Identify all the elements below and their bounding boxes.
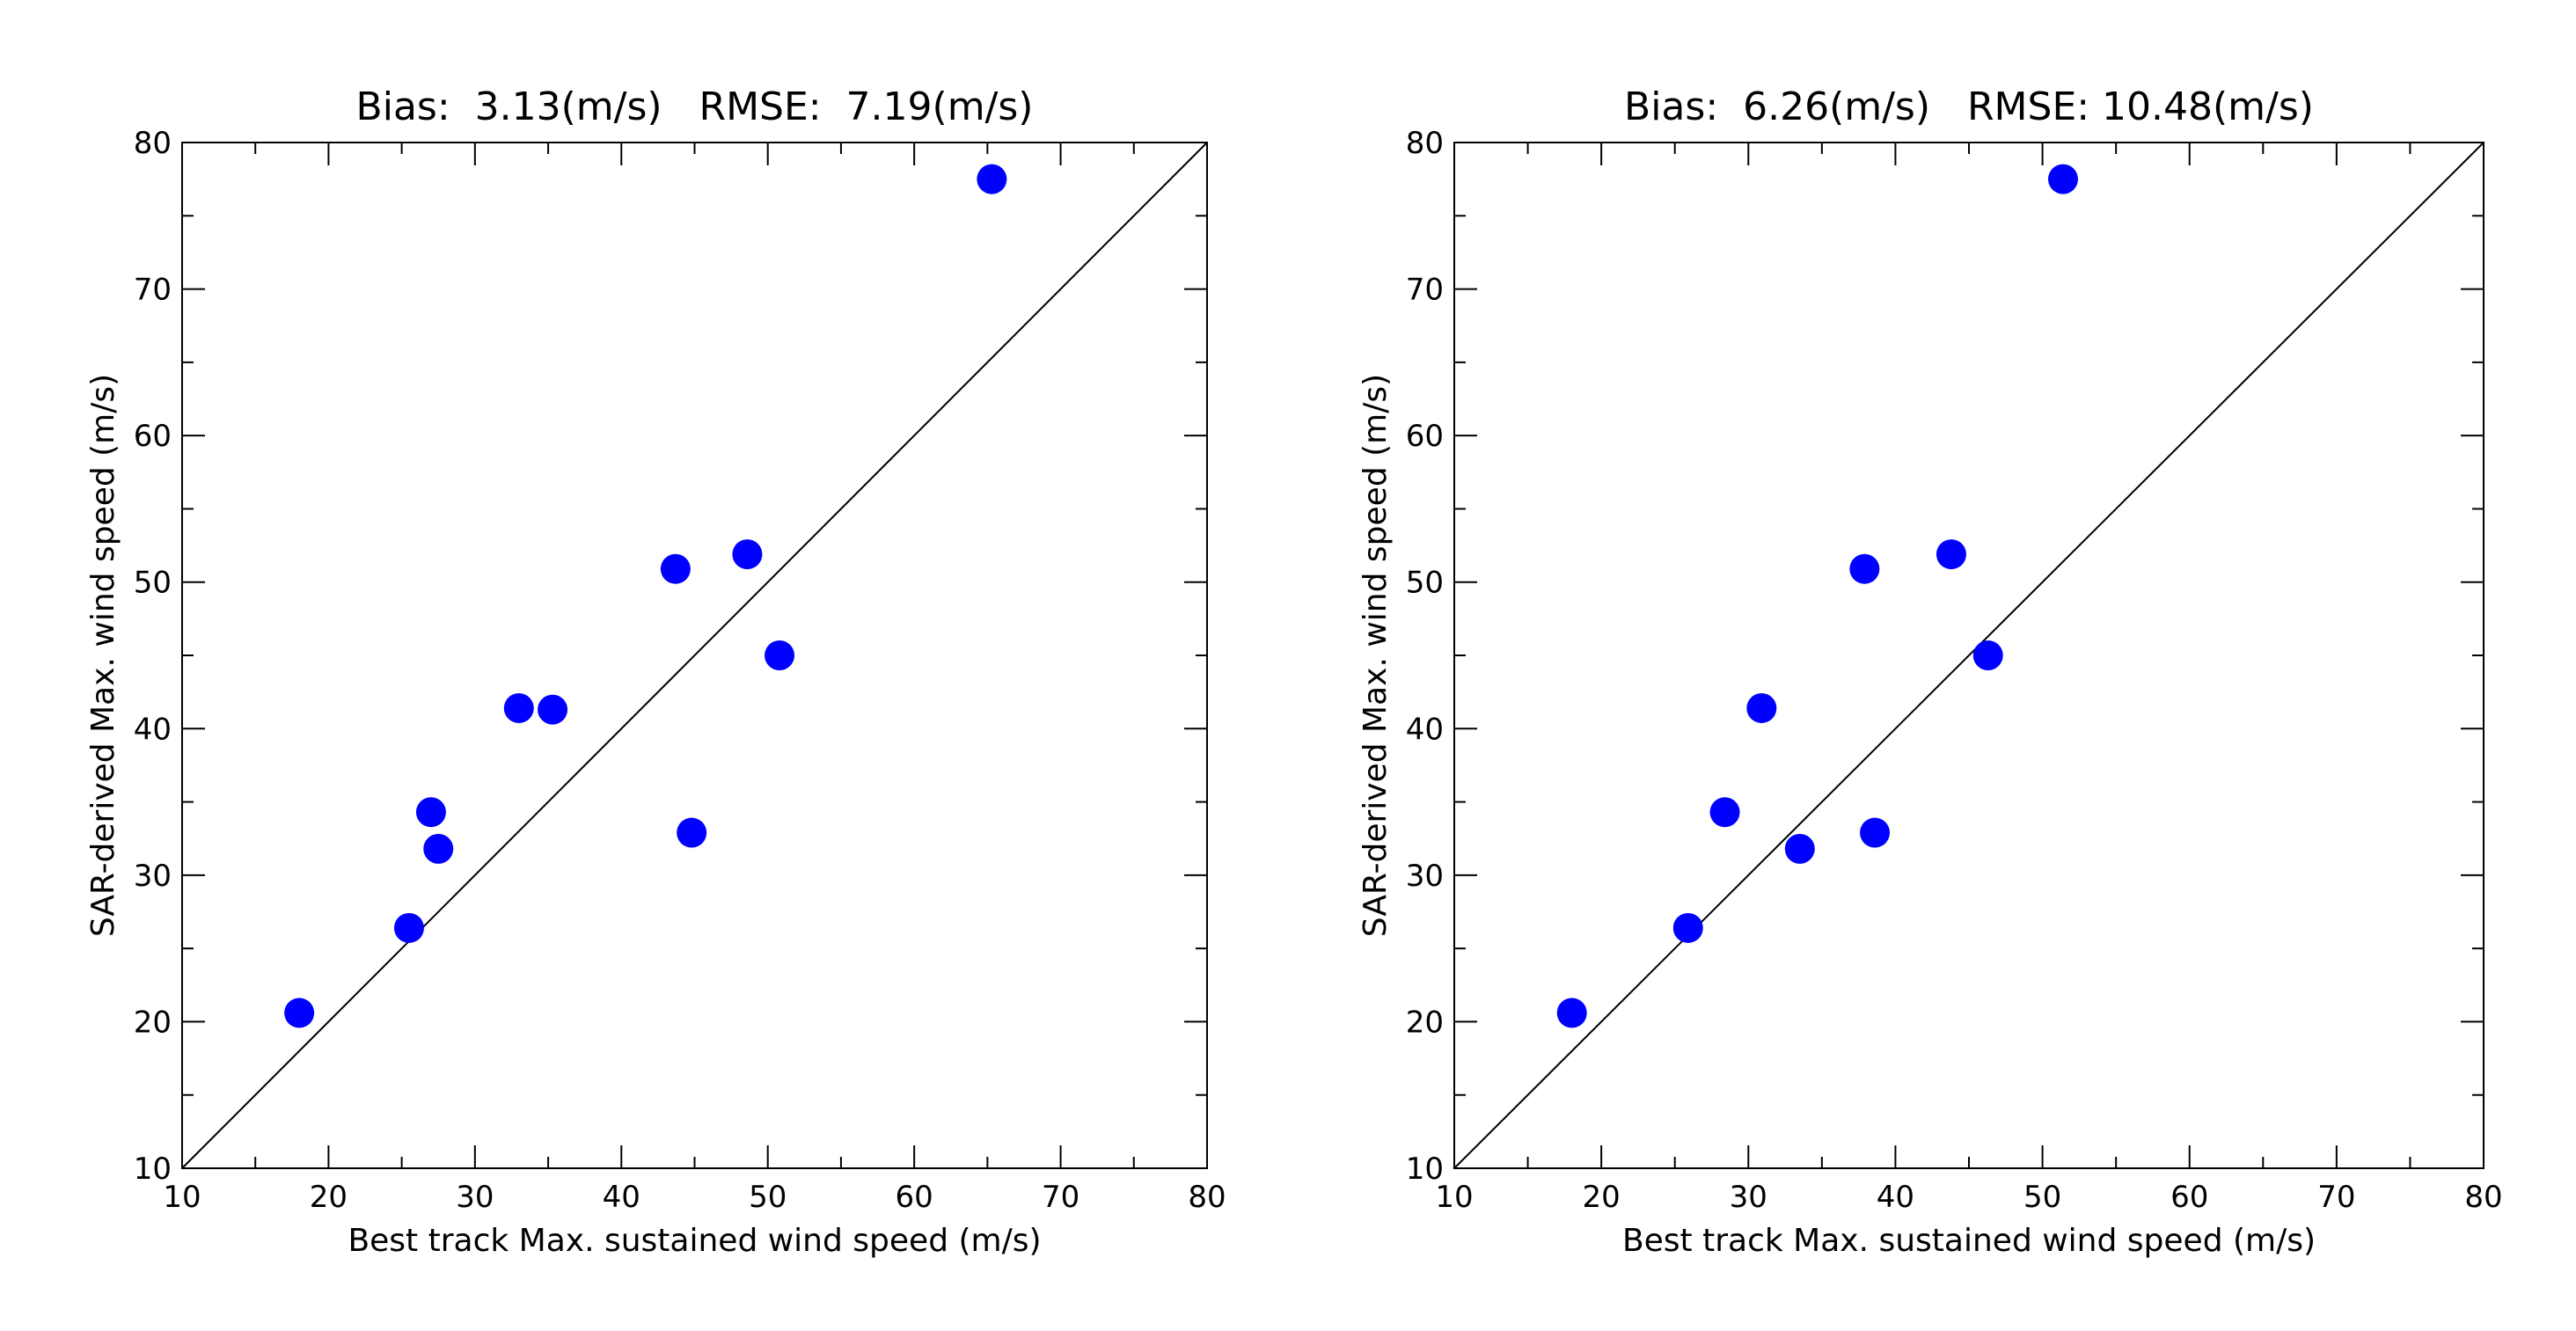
- x-tick-label: 60: [2170, 1180, 2208, 1215]
- data-point: [1672, 912, 1703, 943]
- data-point: [765, 640, 795, 670]
- x-tick-label: 70: [2317, 1180, 2355, 1215]
- y-axis-label: SAR-derived Max. wind speed (m/s): [85, 374, 121, 937]
- chart-title: Bias: 3.13(m/s) RMSE: 7.19(m/s): [356, 84, 1034, 129]
- data-point: [1860, 817, 1891, 848]
- y-tick-label: 70: [134, 273, 172, 308]
- x-tick-label: 40: [603, 1180, 640, 1215]
- chart-panel-2: 10 20 30 40 50 60 70 80 10 20 30 40 50 60 70 80 Bias: 6.…: [1358, 84, 2503, 1259]
- y-tick-label: 20: [1406, 1005, 1444, 1040]
- x-tick-label: 50: [2023, 1180, 2061, 1215]
- data-point: [1709, 797, 1740, 828]
- x-tick-label: 20: [1583, 1180, 1621, 1215]
- data-point: [2047, 164, 2078, 194]
- y-tick-label: 30: [1406, 859, 1444, 894]
- y-tick-label: 50: [1406, 566, 1444, 601]
- y-tick-label: 20: [134, 1005, 172, 1040]
- one-to-one-line: [1453, 142, 2485, 1169]
- data-point: [977, 164, 1007, 194]
- x-tick-label: 30: [1730, 1180, 1767, 1215]
- x-tick-label: 20: [310, 1180, 348, 1215]
- data-point: [538, 694, 568, 725]
- data-point: [423, 833, 454, 864]
- y-tick-label: 80: [1406, 126, 1444, 161]
- y-tick-label: 50: [134, 566, 172, 601]
- x-tick-label: 10: [1435, 1180, 1473, 1215]
- data-point: [660, 553, 691, 584]
- x-tick-label: 80: [2464, 1180, 2502, 1215]
- data-point: [677, 817, 707, 848]
- x-tick-label: 30: [456, 1180, 494, 1215]
- x-axis-label: Best track Max. sustained wind speed (m/…: [1622, 1223, 2316, 1259]
- x-tick-label: 70: [1042, 1180, 1079, 1215]
- x-tick-label: 40: [1877, 1180, 1914, 1215]
- x-tick-label: 50: [749, 1180, 787, 1215]
- data-point: [1972, 640, 2003, 670]
- y-tick-label: 60: [1406, 419, 1444, 454]
- y-tick-label: 70: [1406, 273, 1444, 308]
- data-point: [1849, 553, 1880, 584]
- data-point: [503, 692, 534, 723]
- y-tick-label: 10: [134, 1152, 172, 1187]
- data-point: [284, 998, 315, 1028]
- chart-panel-1: 10 20 30 40 50 60 70 80 10 20 30 40 50 60 70 80 Bias: 3.…: [85, 84, 1226, 1259]
- y-tick-label: 40: [1406, 712, 1444, 747]
- y-axis-label: SAR-derived Max. wind speed (m/s): [1358, 374, 1394, 937]
- x-tick-label: 60: [896, 1180, 933, 1215]
- data-point: [1784, 833, 1815, 864]
- x-tick-label: 10: [163, 1180, 201, 1215]
- data-point: [1746, 692, 1777, 723]
- x-axis-label: Best track Max. sustained wind speed (m/…: [348, 1223, 1041, 1259]
- y-tick-label: 60: [134, 419, 172, 454]
- data-point: [393, 912, 424, 943]
- y-tick-label: 40: [134, 712, 172, 747]
- y-tick-label: 30: [134, 859, 172, 894]
- data-point: [415, 797, 446, 828]
- data-point: [1556, 998, 1587, 1028]
- one-to-one-line: [181, 142, 1208, 1169]
- x-tick-label: 80: [1188, 1180, 1226, 1215]
- data-point: [1936, 539, 1966, 570]
- chart-title: Bias: 6.26(m/s) RMSE: 10.48(m/s): [1624, 84, 2314, 129]
- y-tick-label: 10: [1406, 1152, 1444, 1187]
- y-tick-label: 80: [134, 126, 172, 161]
- data-point: [732, 539, 763, 570]
